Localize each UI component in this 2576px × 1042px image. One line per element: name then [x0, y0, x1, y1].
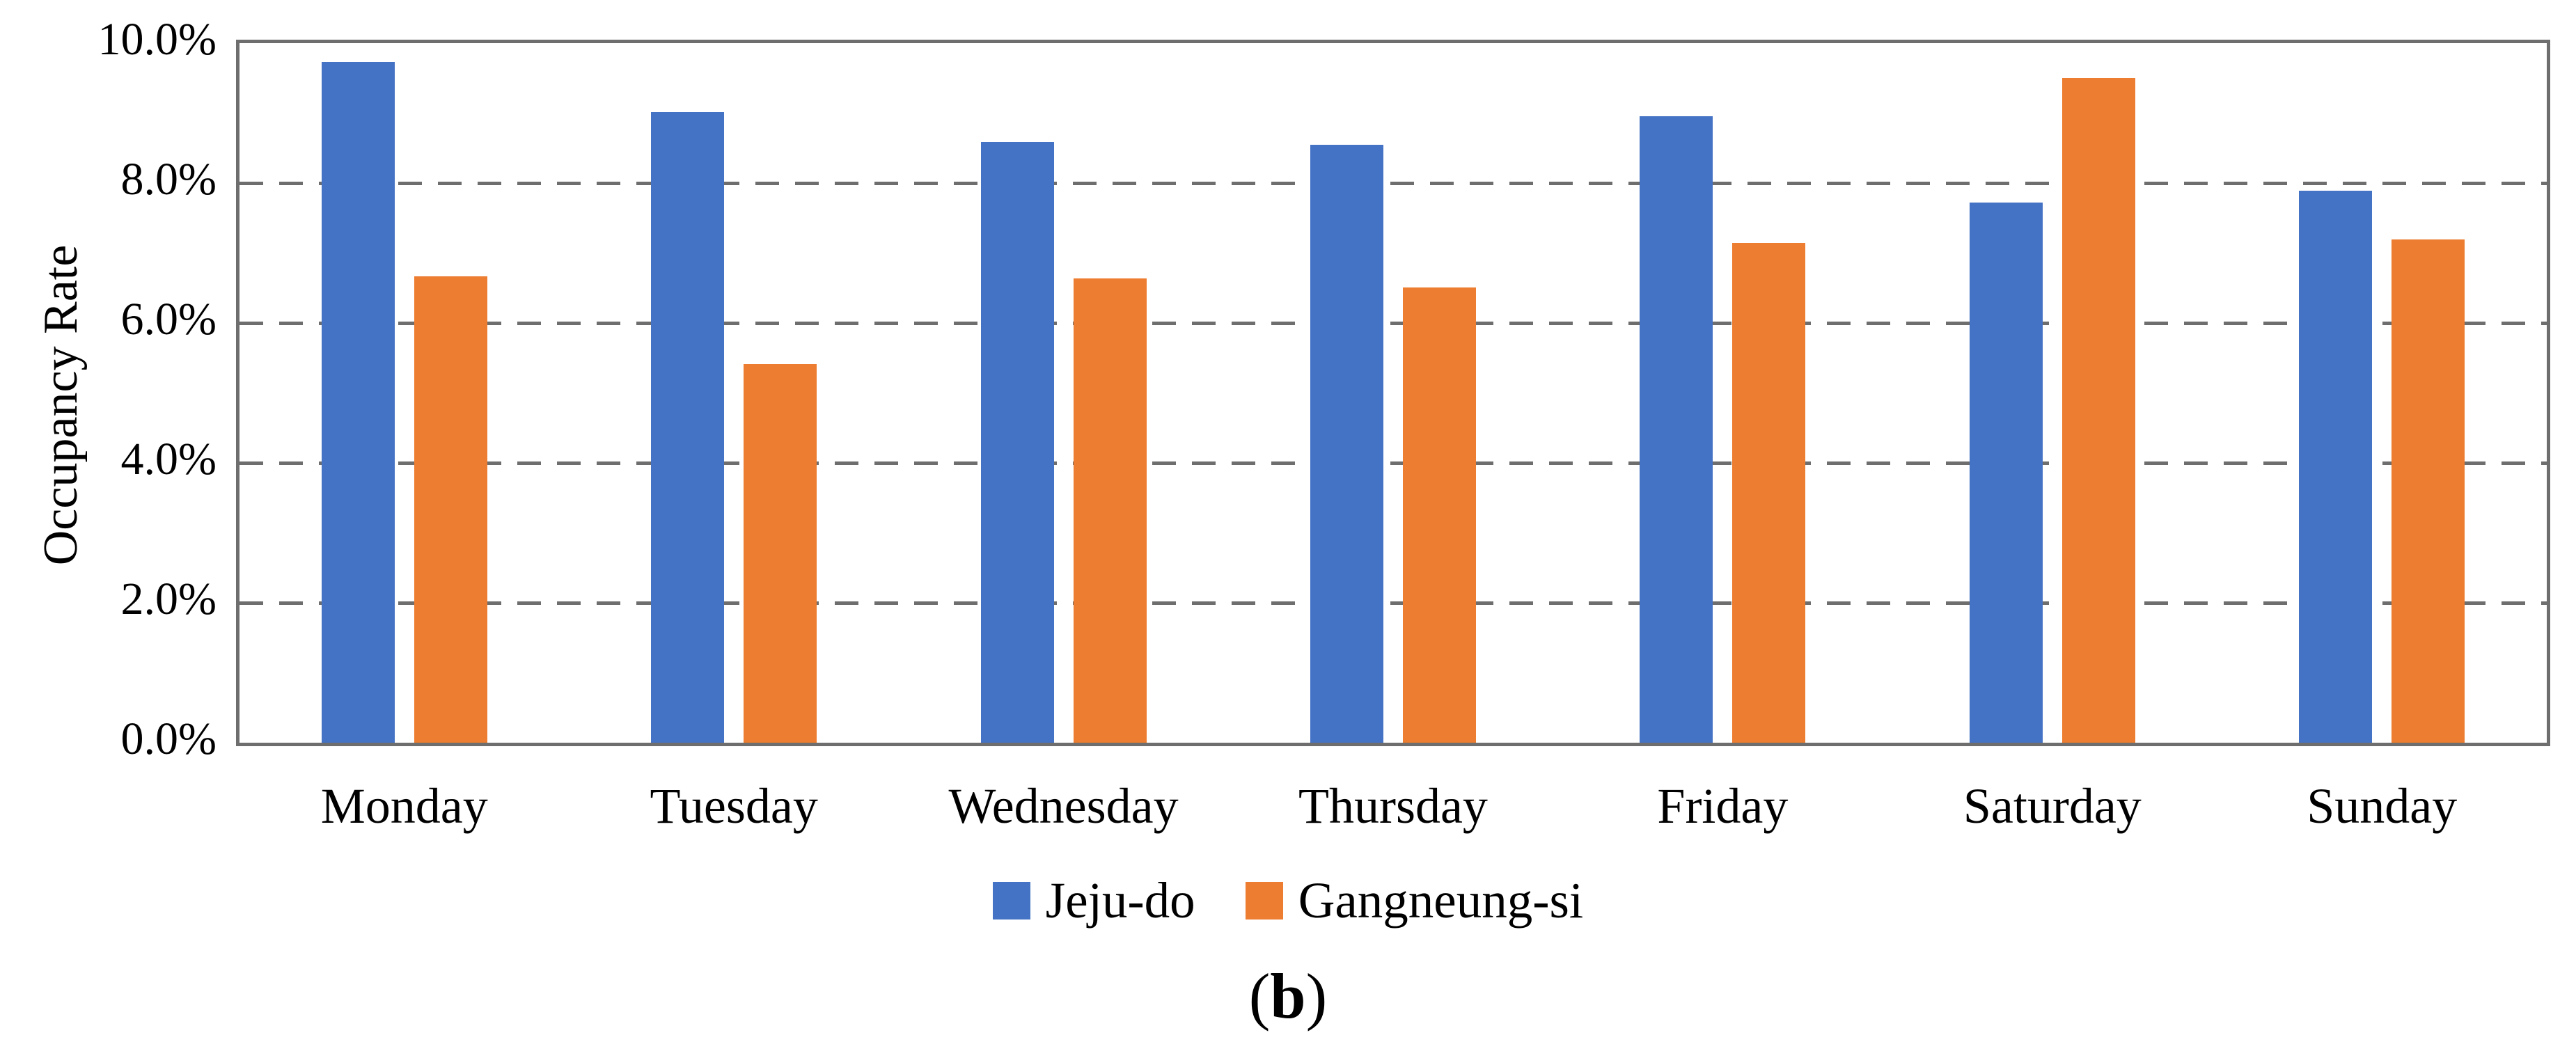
- gridline-6: [239, 322, 2547, 325]
- y-tick-label-4-0-: 4.0%: [120, 434, 217, 484]
- bar-gangneung-si-tuesday: [744, 364, 817, 743]
- x-axis-label-sunday: Sunday: [2307, 778, 2458, 834]
- bar-group-sunday: [2217, 43, 2547, 743]
- caption-close-paren: ): [1305, 961, 1328, 1032]
- legend-label-jeju-do: Jeju-do: [1045, 872, 1195, 929]
- x-axis-label-friday: Friday: [1657, 778, 1789, 834]
- bar-jeju-do-monday: [321, 62, 395, 743]
- gridline-4: [239, 461, 2547, 465]
- x-axis-label-wednesday: Wednesday: [948, 778, 1179, 834]
- bar-gangneung-si-wednesday: [1073, 278, 1147, 743]
- bar-jeju-do-friday: [1640, 116, 1713, 743]
- bar-jeju-do-wednesday: [980, 141, 1054, 743]
- y-tick-label-10-0-: 10.0%: [97, 14, 217, 65]
- legend-label-gangneung-si: Gangneung-si: [1298, 872, 1584, 929]
- caption-open-paren: (: [1248, 961, 1271, 1032]
- bar-group-tuesday: [569, 43, 898, 743]
- bar-group-saturday: [1887, 43, 2217, 743]
- bar-jeju-do-sunday: [2299, 191, 2373, 743]
- y-tick-label-6-0-: 6.0%: [120, 294, 217, 345]
- legend-item-jeju-do: Jeju-do: [992, 871, 1195, 930]
- y-tick-label-0-0-: 0.0%: [120, 713, 217, 764]
- x-axis-label-tuesday: Tuesday: [650, 778, 818, 834]
- legend-item-gangneung-si: Gangneung-si: [1245, 871, 1584, 930]
- y-tick-label-8-0-: 8.0%: [120, 154, 217, 205]
- bar-group-thursday: [1228, 43, 1557, 743]
- bar-gangneung-si-monday: [414, 276, 487, 743]
- bar-group-wednesday: [899, 43, 1228, 743]
- bar-gangneung-si-sunday: [2392, 239, 2465, 743]
- legend: Jeju-do Gangneung-si: [0, 871, 2576, 930]
- bar-group-monday: [239, 43, 569, 743]
- x-axis-label-monday: Monday: [320, 778, 488, 834]
- bar-gangneung-si-friday: [1732, 243, 1806, 743]
- caption-letter: b: [1270, 961, 1306, 1032]
- legend-swatch-icon-jeju-do: [992, 882, 1030, 919]
- x-axis-label-saturday: Saturday: [1963, 778, 2142, 834]
- x-axis-labels: Monday Tuesday Wednesday Thursday Friday Satu…: [239, 771, 2547, 841]
- y-axis-ticks: 0.0% 2.0% 4.0% 6.0% 8.0% 10.0%: [0, 14, 217, 764]
- bar-group-friday: [1558, 43, 1887, 743]
- bar-jeju-do-thursday: [1310, 144, 1383, 743]
- bar-jeju-do-saturday: [1969, 203, 2043, 743]
- bar-gangneung-si-thursday: [1402, 287, 1476, 743]
- plot-area: [236, 40, 2550, 746]
- x-axis-label-thursday: Thursday: [1298, 778, 1488, 834]
- legend-swatch-icon-gangneung-si: [1245, 882, 1283, 919]
- gridline-2: [239, 601, 2547, 605]
- bar-jeju-do-tuesday: [651, 111, 725, 743]
- caption: (b): [0, 959, 2576, 1033]
- gridline-8: [239, 182, 2547, 185]
- bar-gangneung-si-saturday: [2061, 78, 2135, 743]
- y-tick-label-2-0-: 2.0%: [120, 574, 217, 624]
